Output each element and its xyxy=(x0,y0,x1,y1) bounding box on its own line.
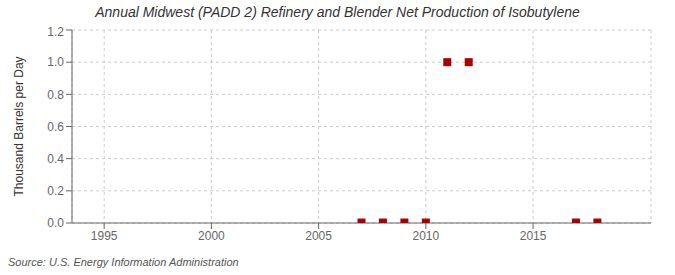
svg-text:0.4: 0.4 xyxy=(47,152,64,166)
svg-text:0.2: 0.2 xyxy=(47,184,64,198)
svg-text:1.0: 1.0 xyxy=(47,55,64,69)
svg-text:2005: 2005 xyxy=(305,229,332,243)
svg-text:2015: 2015 xyxy=(520,229,547,243)
svg-text:0.6: 0.6 xyxy=(47,120,64,134)
svg-text:1.2: 1.2 xyxy=(47,25,64,39)
svg-text:2010: 2010 xyxy=(412,229,439,243)
svg-text:0.0: 0.0 xyxy=(47,216,64,230)
svg-text:0.8: 0.8 xyxy=(47,88,64,102)
html-text:Annual Midwest (PADD 2) Refine: Annual Midwest (PADD 2) Refinery and Ble… xyxy=(95,4,580,20)
svg-text:1995: 1995 xyxy=(91,229,118,243)
svg-text:2000: 2000 xyxy=(198,229,225,243)
html-text:Source: U.S. Energy Informatio: Source: U.S. Energy Information Administ… xyxy=(8,256,239,268)
svg-text:Thousand Barrels per Day: Thousand Barrels per Day xyxy=(12,56,26,196)
